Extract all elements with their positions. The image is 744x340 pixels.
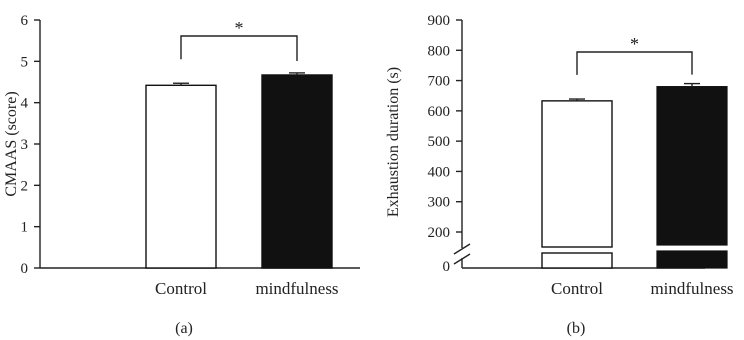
chart-a-error-bar-mindfulness [289,72,305,75]
chart-b-bar-control [541,100,613,269]
chart-b-y-tick-label: 800 [428,43,451,59]
chart-b: Exhaustion duration (s) 0 200 300 400 500 600… [385,13,734,337]
chart-b-error-bar-mindfulness [684,82,700,87]
chart-b-error-bar-control [569,98,585,101]
chart-b-y-tick-label: 300 [428,195,451,211]
chart-b-y-tick-label: 600 [428,104,451,120]
chart-a-y-axis-label: CMAAS (score) [3,91,20,196]
chart-b-significance-label: * [630,34,639,54]
chart-a-significance-label: * [235,18,244,38]
chart-a-bar-mindfulness [261,74,333,269]
chart-a: CMAAS (score) 0 1 2 3 4 5 6 * Control mindfuln… [3,13,360,337]
chart-b-panel-label: (b) [567,320,586,337]
chart-b-y-tick-label: 700 [428,74,451,90]
chart-a-y-tick-label: 5 [21,54,29,70]
chart-a-significance-bracket [180,35,298,61]
chart-a-y-tick-label: 6 [21,13,29,29]
chart-b-y-tick-label: 900 [428,13,451,29]
chart-a-category-label-control: Control [155,279,207,298]
chart-a-panel-label: (a) [175,320,193,337]
chart-a-y-tick-label: 0 [21,261,29,277]
chart-b-y-tick-label: 400 [428,164,451,180]
chart-a-bar-control [145,84,217,269]
chart-a-y-tick-label: 4 [21,96,29,112]
chart-b-y-axis-label: Exhaustion duration (s) [385,67,402,217]
chart-b-bar-mindfulness [656,86,728,269]
chart-b-category-label-mindfulness: mindfulness [650,279,733,298]
chart-a-category-label-mindfulness: mindfulness [255,279,338,298]
chart-b-significance-bracket [576,51,693,75]
chart-a-y-tick-label: 1 [21,220,29,236]
chart-a-y-tick-label: 2 [21,178,29,194]
chart-b-y-tick-label: 200 [428,225,451,241]
chart-a-error-bar-control [173,82,189,86]
chart-b-axis-break-mark [453,243,471,265]
chart-a-y-tick-label: 3 [21,137,29,153]
chart-b-y-tick-label: 0 [443,259,451,275]
chart-b-category-label-control: Control [551,279,603,298]
chart-b-y-tick-label: 500 [428,134,451,150]
